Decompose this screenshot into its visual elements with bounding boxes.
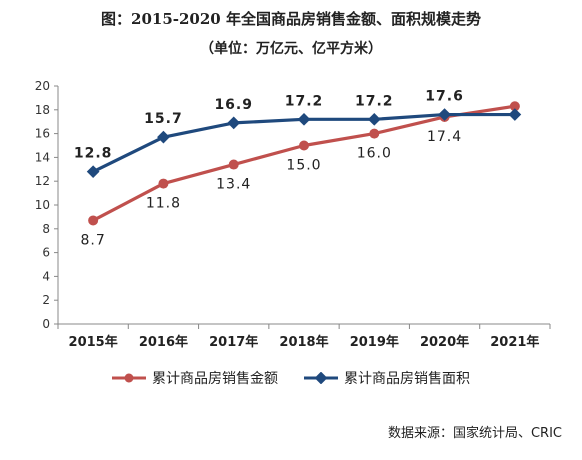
data-point-area	[297, 112, 311, 126]
y-tick-label: 16	[35, 127, 50, 141]
y-tick-label: 12	[35, 174, 50, 188]
data-point-amount	[299, 140, 309, 151]
data-label-area: 17.2	[285, 93, 324, 109]
y-tick-label: 8	[42, 222, 50, 236]
y-tick-label: 4	[42, 269, 50, 283]
y-tick-label: 6	[42, 246, 50, 260]
data-label-amount: 15.0	[286, 158, 321, 174]
legend-item-sales-area: 累计商品房销售面积	[304, 368, 470, 388]
data-point-amount	[88, 215, 99, 226]
x-tick-label: 2018年	[279, 334, 328, 350]
x-tick-label: 2021年	[490, 334, 539, 350]
data-point-amount	[228, 159, 239, 170]
y-tick-label: 14	[35, 150, 50, 164]
data-label-amount: 11.8	[146, 196, 181, 212]
data-point-amount	[509, 101, 520, 112]
data-point-area	[438, 108, 451, 121]
data-label-area: 12.8	[74, 146, 113, 162]
x-tick-label: 2019年	[350, 334, 399, 350]
legend-label-sales-amount: 累计商品房销售金额	[152, 371, 278, 387]
legend-label-sales-area: 累计商品房销售面积	[344, 371, 470, 387]
data-label-area: 15.7	[144, 111, 183, 127]
y-tick-label: 10	[35, 198, 50, 212]
data-point-amount	[369, 128, 380, 139]
x-tick-label: 2020年	[420, 334, 469, 350]
y-tick-label: 20	[35, 79, 50, 93]
data-label-amount: 13.4	[216, 177, 251, 193]
chart-title: 图：2015-2020 年全国商品房销售金额、面积规模走势	[101, 10, 481, 28]
data-label-area: 16.9	[214, 97, 253, 113]
y-tick-label: 2	[42, 293, 50, 307]
data-label-amount: 17.4	[427, 129, 462, 145]
data-point-area	[367, 112, 381, 126]
legend-item-sales-amount: 累计商品房销售金额	[112, 368, 278, 388]
data-point-area	[86, 165, 100, 179]
data-point-area	[508, 108, 522, 121]
line-chart: 0 2 4 6 8 10 12 14 16 18 20 2015年 2016年 2017年 2018年 201…	[35, 79, 551, 350]
x-tick-label: 2017年	[209, 334, 258, 350]
data-point-amount	[158, 178, 169, 189]
y-tick-label: 0	[42, 317, 50, 331]
source-note: 数据来源：国家统计局、CRIC	[387, 426, 562, 441]
data-point-area	[157, 130, 170, 144]
legend-marker-sales-area	[304, 372, 338, 384]
x-tick-label: 2016年	[139, 334, 188, 350]
data-point-area	[227, 116, 241, 130]
data-label-amount: 8.7	[81, 232, 106, 248]
data-label-area: 17.6	[425, 89, 464, 105]
data-label-amount: 16.0	[357, 146, 392, 162]
y-tick-label: 18	[35, 103, 50, 117]
legend: 累计商品房销售金额 累计商品房销售面积	[0, 368, 582, 388]
data-label-area: 17.2	[355, 93, 394, 109]
legend-marker-sales-amount	[112, 373, 146, 383]
x-tick-label: 2015年	[69, 334, 118, 350]
chart-subtitle: （单位：万亿元、亿平方米）	[200, 41, 382, 57]
